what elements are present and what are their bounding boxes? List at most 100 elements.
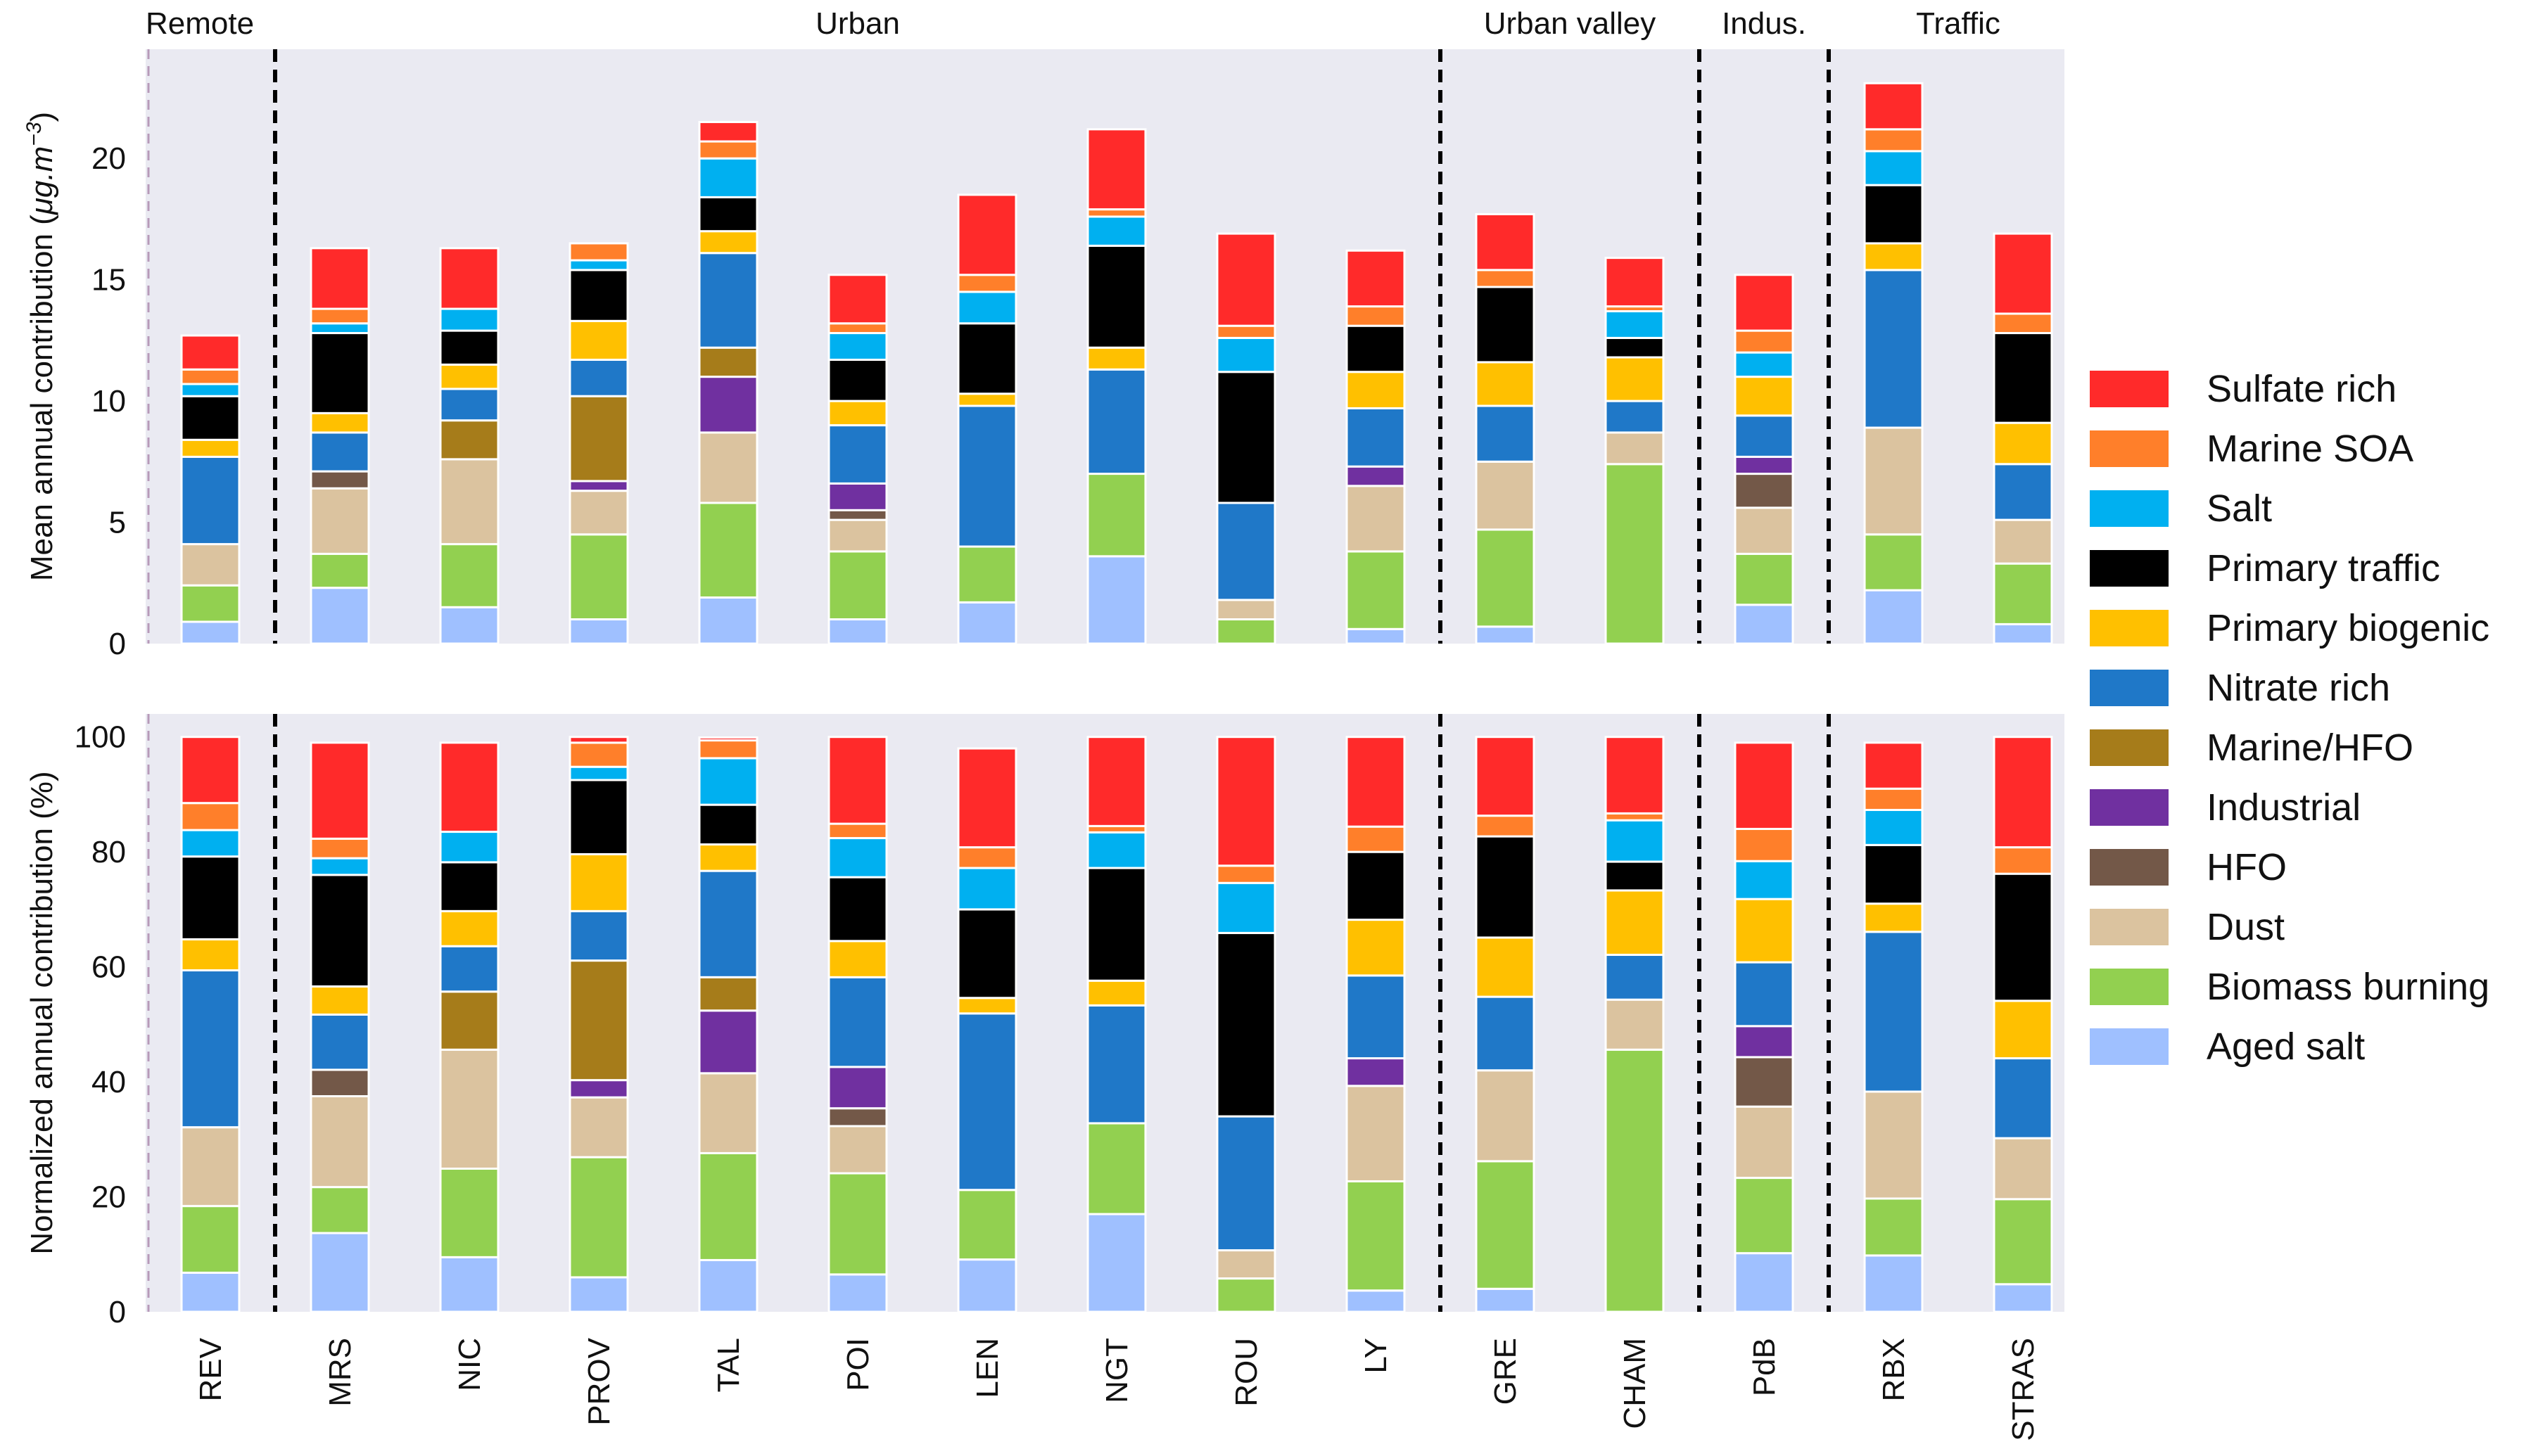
top-bar-rbx xyxy=(1863,82,1924,645)
bottom-segment-ly-nitrate-rich xyxy=(1345,974,1406,1060)
top-segment-ly-aged-salt xyxy=(1345,627,1406,645)
bottom-segment-pdb-sulfate-rich xyxy=(1734,741,1794,830)
top-segment-prov-salt xyxy=(569,259,629,272)
top-bar-ly xyxy=(1345,249,1406,645)
top-bar-ngt xyxy=(1086,128,1147,645)
top-segment-tal-biomass-burning xyxy=(698,502,759,599)
bottom-segment-rou-marine-soa xyxy=(1216,864,1276,884)
bottom-segment-mrs-marine-soa xyxy=(310,837,370,860)
bottom-segment-rev-salt xyxy=(180,829,241,858)
top-segment-nic-biomass-burning xyxy=(439,543,500,608)
top-segment-nic-dust xyxy=(439,458,500,546)
top-segment-tal-salt xyxy=(698,157,759,198)
bottom-segment-poi-nitrate-rich xyxy=(827,976,888,1068)
legend-swatch-primary-biogenic xyxy=(2090,610,2169,646)
bottom-segment-pdb-primary-biogenic xyxy=(1734,898,1794,964)
bottom-segment-ly-dust xyxy=(1345,1085,1406,1182)
top-segment-len-salt xyxy=(957,290,1017,325)
bottom-ytick-label: 80 xyxy=(91,835,126,869)
top-segment-rbx-dust xyxy=(1863,426,1924,536)
bottom-segment-gre-primary-biogenic xyxy=(1475,936,1535,998)
legend-swatch-industrial xyxy=(2090,789,2169,826)
bottom-segment-prov-dust xyxy=(569,1096,629,1158)
group-label-indus: Indus. xyxy=(1722,6,1806,41)
bottom-segment-ngt-sulfate-rich xyxy=(1086,736,1147,827)
top-segment-nic-marine-hfo xyxy=(439,419,500,461)
bottom-segment-prov-aged-salt xyxy=(569,1276,629,1313)
legend-swatch-primary-traffic xyxy=(2090,550,2169,587)
bottom-segment-nic-salt xyxy=(439,831,500,864)
x-tick-labels: REV MRS NIC PROV TAL POI LEN NGT ROU LY GRE CHAM PdB… xyxy=(193,1337,2041,1441)
bottom-segment-poi-primary-biogenic xyxy=(827,940,888,978)
top-segment-rev-aged-salt xyxy=(180,620,241,645)
bottom-segment-len-marine-soa xyxy=(957,846,1017,869)
legend-swatch-salt xyxy=(2090,490,2169,527)
top-segment-rbx-aged-salt xyxy=(1863,589,1924,645)
bottom-bar-prov xyxy=(569,736,629,1313)
top-segment-gre-dust xyxy=(1475,460,1535,531)
legend-label-sulfate-rich: Sulfate rich xyxy=(2207,368,2397,410)
legend-item-sulfate-rich: Sulfate rich xyxy=(2090,368,2397,410)
bottom-segment-tal-primary-traffic xyxy=(698,803,759,846)
bottom-bar-cham xyxy=(1604,736,1665,1313)
top-segment-ngt-aged-salt xyxy=(1086,555,1147,645)
legend: Sulfate rich Marine SOA Salt Primary traffi… xyxy=(2090,368,2489,1068)
bottom-segment-tal-industrial xyxy=(698,1009,759,1075)
bottom-segment-stras-dust xyxy=(1993,1137,2053,1201)
bottom-segment-gre-sulfate-rich xyxy=(1475,736,1535,817)
bottom-segment-tal-dust xyxy=(698,1072,759,1154)
bottom-bar-mrs xyxy=(310,741,370,1313)
top-segment-ly-biomass-burning xyxy=(1345,550,1406,630)
bottom-segment-rev-aged-salt xyxy=(180,1271,241,1313)
top-segment-pdb-salt xyxy=(1734,351,1794,378)
bottom-segment-cham-salt xyxy=(1604,819,1665,863)
top-segment-mrs-nitrate-rich xyxy=(310,431,370,473)
bottom-segment-rbx-marine-soa xyxy=(1863,787,1924,811)
top-segment-cham-primary-traffic xyxy=(1604,336,1665,359)
top-segment-rev-sulfate-rich xyxy=(180,334,241,371)
bottom-segment-ly-biomass-burning xyxy=(1345,1180,1406,1292)
bottom-segment-cham-nitrate-rich xyxy=(1604,953,1665,1001)
bottom-segment-mrs-primary-traffic xyxy=(310,874,370,988)
bottom-segment-ly-industrial xyxy=(1345,1057,1406,1087)
bottom-segment-cham-biomass-burning xyxy=(1604,1048,1665,1313)
top-segment-ngt-salt xyxy=(1086,215,1147,247)
top-segment-pdb-dust xyxy=(1734,506,1794,555)
bottom-segment-ngt-primary-traffic xyxy=(1086,867,1147,982)
top-segment-nic-aged-salt xyxy=(439,606,500,645)
bottom-segment-prov-primary-biogenic xyxy=(569,852,629,912)
legend-swatch-biomass-burning xyxy=(2090,969,2169,1005)
xtick-label-gre: GRE xyxy=(1488,1338,1523,1405)
xtick-label-ngt: NGT xyxy=(1100,1338,1134,1403)
top-segment-poi-marine-soa xyxy=(827,322,888,335)
top-segment-ly-nitrate-rich xyxy=(1345,407,1406,468)
legend-swatch-marine-soa xyxy=(2090,430,2169,467)
bottom-bar-nic xyxy=(439,741,500,1313)
top-segment-poi-hfo xyxy=(827,509,888,521)
top-segment-rou-nitrate-rich xyxy=(1216,502,1276,601)
bottom-segment-rev-primary-traffic xyxy=(180,855,241,940)
top-segment-rou-primary-traffic xyxy=(1216,371,1276,504)
bottom-segment-stras-biomass-burning xyxy=(1993,1198,2053,1286)
top-segment-poi-nitrate-rich xyxy=(827,424,888,485)
bottom-segment-stras-sulfate-rich xyxy=(1993,736,2053,849)
top-segment-poi-primary-traffic xyxy=(827,358,888,402)
top-ytick-label: 5 xyxy=(109,506,126,540)
bottom-segment-tal-salt xyxy=(698,757,759,806)
top-segment-tal-marine-hfo xyxy=(698,346,759,378)
bottom-segment-ly-aged-salt xyxy=(1345,1289,1406,1313)
top-bar-rev xyxy=(180,334,241,645)
bottom-segment-pdb-dust xyxy=(1734,1105,1794,1180)
bottom-segment-poi-sulfate-rich xyxy=(827,736,888,825)
top-segment-tal-nitrate-rich xyxy=(698,252,759,349)
bottom-segment-rbx-salt xyxy=(1863,808,1924,846)
bottom-segment-tal-marine-hfo xyxy=(698,976,759,1012)
top-segment-len-primary-traffic xyxy=(957,322,1017,395)
bottom-segment-rou-primary-traffic xyxy=(1216,931,1276,1118)
xtick-label-rbx: RBX xyxy=(1877,1338,1911,1401)
top-bar-poi xyxy=(827,274,888,645)
top-ytick-label: 20 xyxy=(91,141,126,176)
bottom-segment-prov-nitrate-rich xyxy=(569,909,629,962)
legend-item-dust: Dust xyxy=(2090,906,2285,948)
top-segment-rev-primary-traffic xyxy=(180,395,241,441)
